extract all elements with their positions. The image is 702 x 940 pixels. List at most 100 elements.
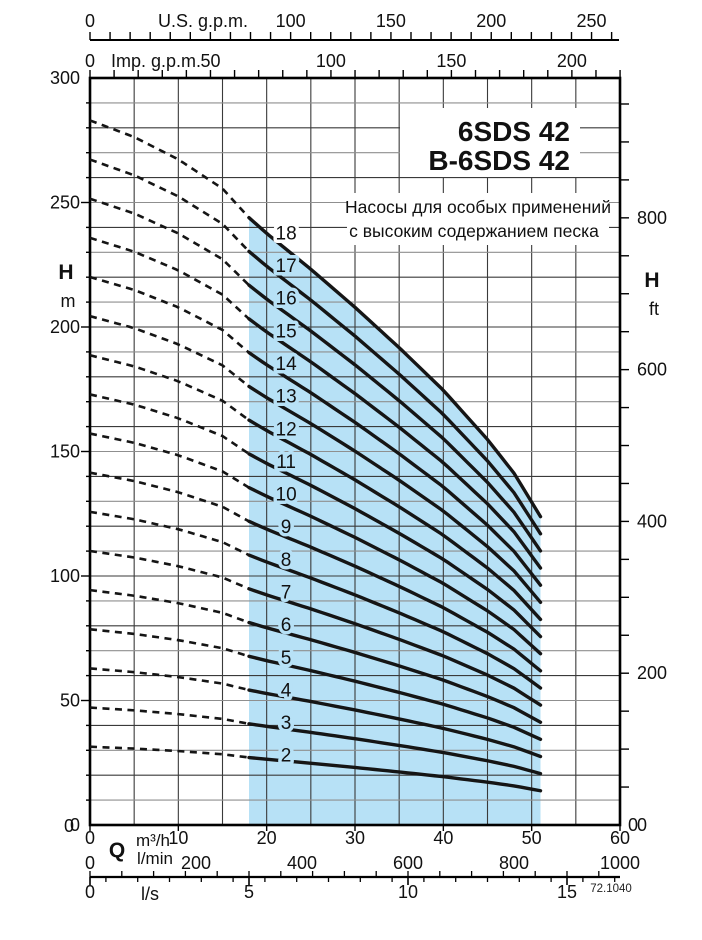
curve-stage-17 [247, 249, 543, 536]
flow-axis-title: Q [109, 839, 125, 862]
curve-stage-8-dashed [89, 510, 250, 557]
head-m-axis-unit: m [61, 291, 76, 311]
us-gpm-axis-title: U.S. g.p.m. [158, 11, 248, 31]
flow-m3h-tick-label: 20 [257, 828, 277, 848]
imp-gpm-axis: 0 50 100 150 200 Imp. g.p.m. [85, 51, 621, 78]
chart-title-line-2: B-6SDS 42 [428, 145, 570, 176]
curves-solid [247, 215, 543, 793]
curve-stage-4-dashed [89, 667, 250, 692]
annotation-backdrop [347, 193, 609, 245]
head-m-tick-label: 0 [70, 815, 80, 835]
head-ft-axis-unit: ft [649, 299, 659, 319]
flow-m3h-tick-label: 10 [168, 828, 188, 848]
head-m-tick-label: 50 [60, 691, 80, 711]
head-ft-tick-label: 400 [637, 511, 667, 531]
flow-ls-tick-label: 15 [557, 882, 577, 902]
curves-dashed [89, 119, 250, 759]
curve-stage-11 [247, 452, 543, 639]
head-m-tick-label: 200 [50, 317, 80, 337]
imp-gpm-axis-title: Imp. g.p.m. [111, 51, 201, 71]
curve-stage-14-dashed [89, 275, 250, 354]
curve-stage-7-dashed [89, 549, 250, 591]
flow-lmin-unit: l/min [137, 849, 173, 868]
curve-stage-5-dashed [89, 627, 250, 658]
flow-m3h-tick-label: 40 [433, 828, 453, 848]
curve-stage-14 [247, 350, 543, 587]
flow-lmin-tick-label: 0 [85, 853, 95, 873]
flow-lmin-tick-label: 1000 [600, 853, 640, 873]
curve-stage-13-dashed [89, 314, 250, 388]
head-m-tick-label: 100 [50, 566, 80, 586]
stage-labels: 2 3 4 5 6 7 8 9 10 11 12 13 14 15 16 17 18 [272, 220, 301, 770]
curve-stage-16 [247, 283, 543, 553]
stage-label-3: 3 [281, 713, 292, 734]
us-gpm-tick-label: 200 [476, 11, 506, 31]
curve-stage-3 [247, 722, 543, 776]
imp-gpm-tick-label: 200 [557, 51, 587, 71]
us-gpm-axis: 0 100 150 200 250 U.S. g.p.m. [85, 11, 619, 41]
flow-m3h-tick-label: 30 [345, 828, 365, 848]
imp-gpm-tick-label: 150 [436, 51, 466, 71]
flow-ls-axis: 0 5 10 15 l/s [85, 871, 620, 904]
head-m-tick-label: 250 [50, 193, 80, 213]
us-gpm-tick-label: 250 [577, 11, 607, 31]
curve-stage-9 [247, 519, 543, 673]
flow-ls-tick-label: 5 [244, 882, 254, 902]
head-m-axis-title: H [58, 261, 73, 284]
curve-stage-8 [247, 553, 543, 690]
flow-lmin-tick-label: 800 [499, 853, 529, 873]
flow-lmin-tick-label: 600 [393, 853, 423, 873]
curve-stage-13 [247, 384, 543, 604]
imp-gpm-tick-label: 100 [316, 51, 346, 71]
head-ft-tick-label: 600 [637, 360, 667, 380]
flow-m3h-tick-label: 50 [522, 828, 542, 848]
annotation-line-1: Насосы для особых применений [345, 197, 611, 217]
curve-stage-12 [247, 418, 543, 622]
head-ft-tick-label: 0 [637, 815, 647, 835]
head-m-zero-label: 0 [64, 816, 74, 836]
stage-label-14: 14 [276, 354, 298, 375]
imp-gpm-tick-label: 0 [85, 51, 95, 71]
head-ft-tick-label: 200 [637, 663, 667, 683]
annotation-line-2: с высоким содержанием песка [349, 221, 599, 241]
head-m-tick-label: 300 [50, 68, 80, 88]
curve-stage-15-dashed [89, 236, 250, 320]
curve-stage-10 [247, 485, 543, 656]
stage-label-4: 4 [281, 680, 292, 701]
document-code: 72.1040 [590, 883, 632, 895]
stage-label-6: 6 [281, 615, 292, 636]
flow-lmin-tick-label: 200 [181, 853, 211, 873]
head-ft-zero-label: 0 [628, 815, 638, 835]
chart-titles: 6SDS 42B-6SDS 42 Насосы для особых примен… [345, 116, 632, 895]
imp-gpm-tick-label: 50 [200, 51, 220, 71]
stage-label-17: 17 [276, 256, 297, 277]
flow-ls-tick-label: 0 [85, 882, 95, 902]
head-ft-tick-label: 800 [637, 208, 667, 228]
curve-stage-17-dashed [89, 158, 250, 253]
us-gpm-tick-label: 0 [85, 11, 95, 31]
flow-m3h-tick-label: 0 [85, 828, 95, 848]
us-gpm-tick-label: 150 [376, 11, 406, 31]
curve-stage-18-dashed [89, 119, 250, 219]
curve-stage-10-dashed [89, 432, 250, 489]
head-m-tick-label: 150 [50, 442, 80, 462]
flow-m3h-tick-label: 60 [610, 828, 630, 848]
stage-label-13: 13 [276, 387, 297, 408]
stage-label-16: 16 [276, 289, 297, 310]
curve-stage-2 [247, 755, 543, 793]
title-backdrop [400, 108, 580, 177]
stage-label-11: 11 [276, 452, 296, 473]
curve-stage-12-dashed [89, 354, 250, 422]
stage-label-9: 9 [281, 517, 292, 538]
curve-stage-9-dashed [89, 471, 250, 523]
curve-stage-18 [247, 215, 543, 519]
curve-stage-4 [247, 688, 543, 759]
stage-label-7: 7 [281, 583, 292, 604]
flow-ls-tick-label: 10 [398, 882, 418, 902]
curve-stage-7 [247, 587, 543, 707]
flow-m3h-unit: m³/h [136, 831, 170, 850]
curve-stage-6 [247, 620, 543, 724]
